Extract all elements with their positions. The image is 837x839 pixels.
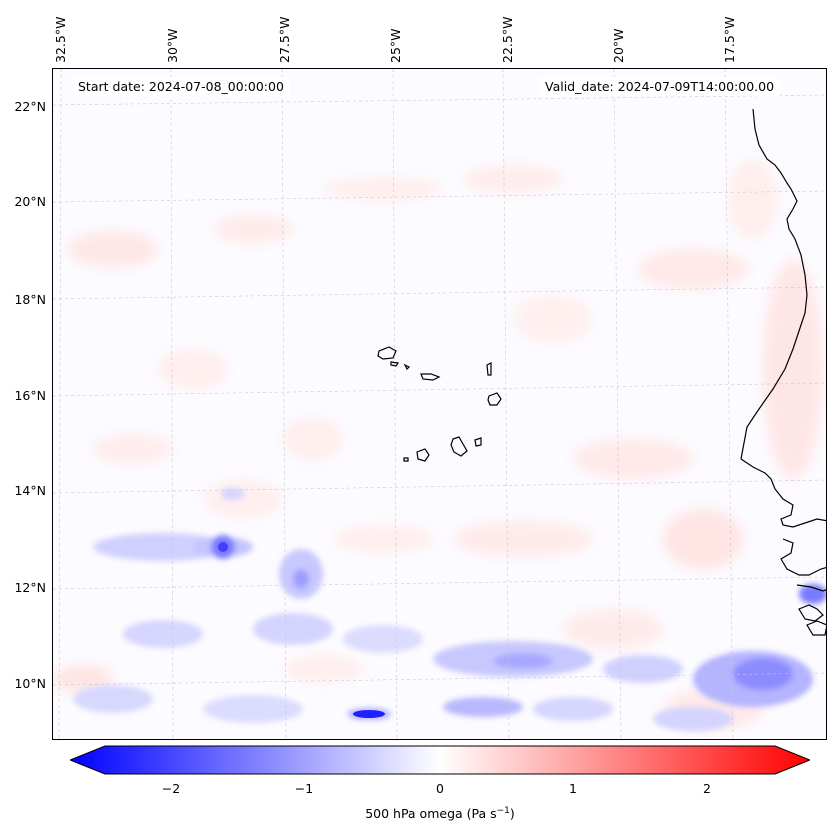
colorbar-tick: −1 <box>294 781 314 796</box>
cabo-verde-islands <box>377 346 502 462</box>
graticule <box>53 69 826 739</box>
lon-label: 22.5°W <box>500 16 515 63</box>
lat-label: 10°N <box>14 676 46 691</box>
valid-date-label: Valid_date: 2024-07-09T14:00:00.00 <box>539 77 781 96</box>
lat-label: 16°N <box>14 388 46 403</box>
negative-omega-patches <box>73 488 826 731</box>
lat-label: 14°N <box>14 483 46 498</box>
lon-label: 27.5°W <box>277 16 292 63</box>
colorbar-gradient <box>68 745 812 775</box>
lon-label: 20°W <box>611 28 626 63</box>
start-date-label: Start date: 2024-07-08_00:00:00 <box>72 77 290 96</box>
strong-negative-cores <box>218 542 385 718</box>
omega-field-map <box>53 69 826 739</box>
lat-label: 12°N <box>14 580 46 595</box>
positive-omega-patches <box>53 159 823 729</box>
map-panel[interactable] <box>52 68 827 740</box>
lon-label: 17.5°W <box>722 16 737 63</box>
lon-label: 30°W <box>165 28 180 63</box>
colorbar-label: 500 hPa omega (Pa s−1) <box>365 806 515 822</box>
colorbar-tick: 1 <box>569 781 577 796</box>
colorbar-tick: −2 <box>161 781 181 796</box>
colorbar-tick: 2 <box>703 781 711 796</box>
lon-label: 25°W <box>388 28 403 63</box>
lat-label: 18°N <box>14 292 46 307</box>
colorbar-tick: 0 <box>436 781 444 796</box>
west-africa-coastline <box>740 108 826 636</box>
lat-label: 22°N <box>14 99 46 114</box>
lat-label: 20°N <box>14 194 46 209</box>
lon-label: 32.5°W <box>53 16 68 63</box>
colorbar <box>68 745 812 775</box>
